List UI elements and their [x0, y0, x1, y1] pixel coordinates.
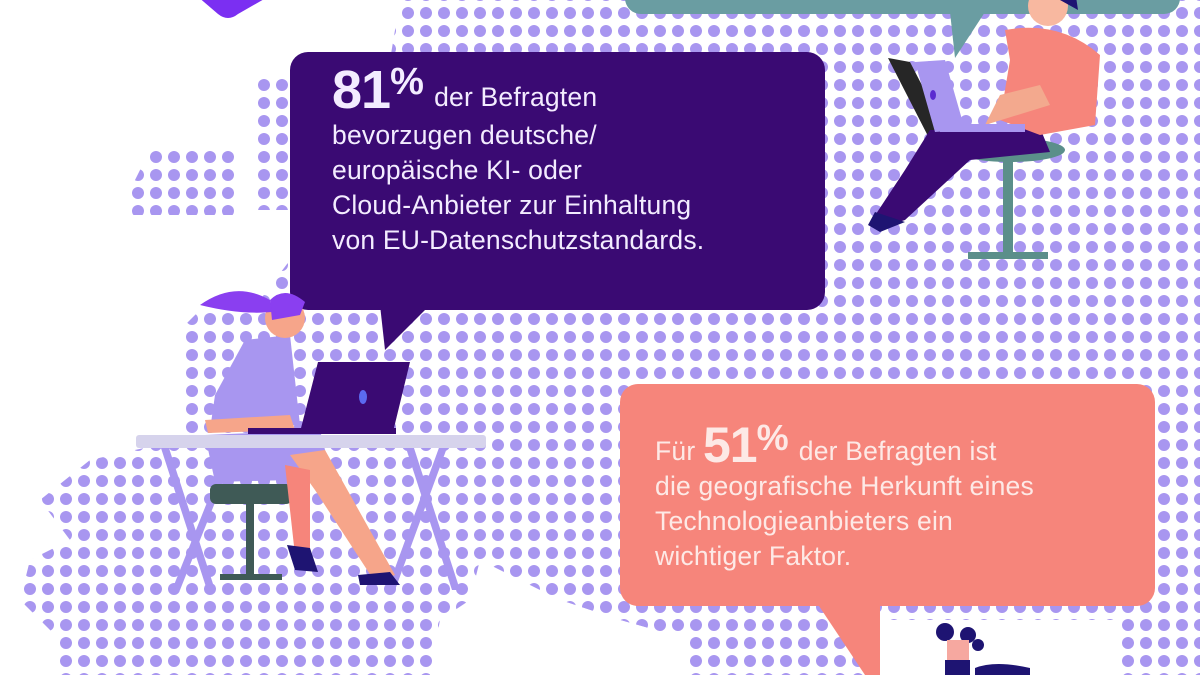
- stat-51-headline: Für 51% der Befragten ist: [655, 417, 1155, 471]
- stat-81-line-3: europäische KI- oder: [332, 155, 583, 185]
- stat-51-line-1: der Befragten ist: [798, 436, 997, 466]
- stat-51-prefix: Für: [655, 436, 696, 466]
- stat-81-headline: 81% der Befragten: [332, 62, 825, 118]
- stat-81-line-4: Cloud-Anbieter zur Einhaltung: [332, 190, 692, 220]
- stat-81-unit: %: [390, 61, 425, 103]
- stat-51-speech-bubble: Für 51% der Befragten ist die geografisch…: [620, 384, 1155, 606]
- stat-81-speech-bubble: 81% der Befragten bevorzugen deutsche/ eu…: [290, 52, 825, 310]
- stat-81-line-1: der Befragten: [434, 82, 598, 112]
- stat-51-value: 51: [702, 417, 758, 473]
- stat-51-line-2: die geografische Herkunft eines: [655, 471, 1034, 501]
- stat-51-line-4: wichtiger Faktor.: [655, 541, 852, 571]
- stat-51-unit: %: [756, 417, 789, 458]
- stat-51-line-3: Technologieanbieters ein: [655, 506, 953, 536]
- stat-81-line-2: bevorzugen deutsche/: [332, 120, 597, 150]
- stat-81-line-5: von EU-Datenschutzstandards.: [332, 225, 705, 255]
- stat-81-value: 81: [332, 60, 391, 120]
